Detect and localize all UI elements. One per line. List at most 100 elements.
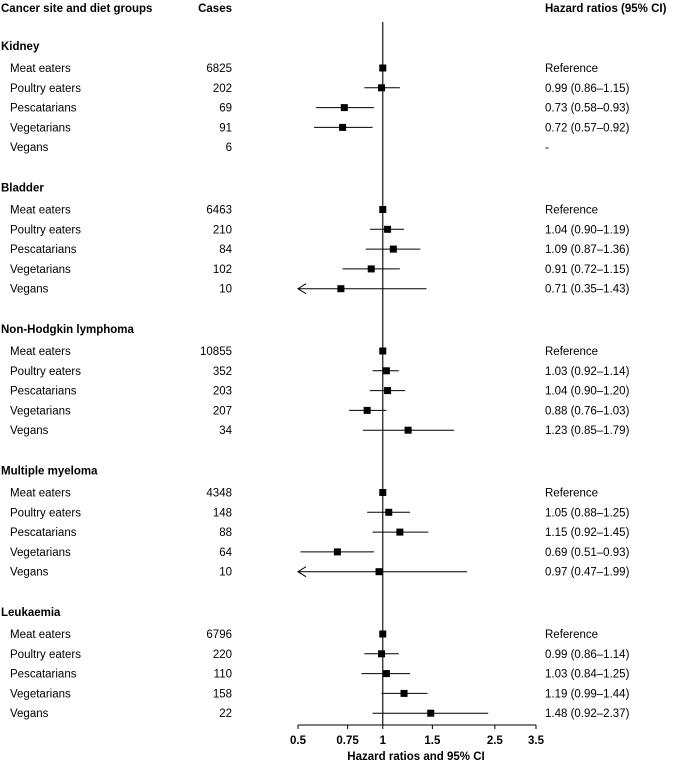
row-hr-text: 1.04 (0.90–1.19)	[545, 224, 630, 236]
row-label: Vegans	[10, 284, 49, 296]
row-cases: 4348	[206, 488, 232, 500]
hr-point	[367, 265, 375, 273]
row-label: Poultry eaters	[10, 224, 81, 236]
row-hr-text: Reference	[545, 205, 598, 217]
row-label: Vegetarians	[10, 264, 71, 276]
x-tick-label: 0.75	[336, 735, 359, 747]
group-title: Non-Hodgkin lymphoma	[1, 324, 134, 336]
x-tick-label: 0.5	[290, 735, 307, 747]
row-hr-text: -	[545, 142, 549, 154]
row-cases: 64	[219, 547, 232, 559]
row-cases: 6463	[206, 205, 232, 217]
row-label: Poultry eaters	[10, 83, 81, 95]
row-hr-text: 1.03 (0.84–1.25)	[545, 669, 630, 681]
row-label: Poultry eaters	[10, 366, 81, 378]
hr-point	[378, 84, 386, 92]
row-label: Pescatarians	[10, 527, 77, 539]
row-label: Vegetarians	[10, 688, 71, 700]
row-label: Pescatarians	[10, 386, 77, 398]
hr-point	[333, 548, 341, 556]
row-hr-text: 1.48 (0.92–2.37)	[545, 708, 630, 720]
header-cases: Cases	[198, 3, 232, 15]
row-cases: 207	[213, 405, 232, 417]
row-cases: 202	[213, 83, 232, 95]
row-hr-text: 1.19 (0.99–1.44)	[545, 688, 630, 700]
hr-point	[382, 367, 390, 375]
group-title: Kidney	[1, 41, 40, 53]
row-label: Meat eaters	[10, 346, 71, 358]
row-hr-text: 0.71 (0.35–1.43)	[545, 284, 630, 296]
row-label: Poultry eaters	[10, 507, 81, 519]
row-hr-text: 0.73 (0.58–0.93)	[545, 103, 630, 115]
hr-point	[427, 709, 435, 717]
row-cases: 158	[213, 688, 232, 700]
row-label: Meat eaters	[10, 205, 71, 217]
row-label: Vegetarians	[10, 405, 71, 417]
row-label: Vegans	[10, 708, 49, 720]
x-tick-label: 1.5	[424, 735, 441, 747]
row-hr-text: 1.23 (0.85–1.79)	[545, 425, 630, 437]
row-hr-text: Reference	[545, 488, 598, 500]
row-label: Pescatarians	[10, 103, 77, 115]
row-hr-text: Reference	[545, 346, 598, 358]
row-cases: 210	[213, 224, 232, 236]
row-hr-text: 0.72 (0.57–0.92)	[545, 122, 630, 134]
hr-point	[339, 123, 347, 131]
hr-point	[340, 104, 348, 112]
row-cases: 102	[213, 264, 232, 276]
row-cases: 34	[219, 425, 232, 437]
forest-rows: Kidney Meat eaters 6825 Reference Poultry ea…	[1, 41, 630, 720]
header-hazard-ratios: Hazard ratios (95% CI)	[545, 3, 667, 15]
row-label: Vegetarians	[10, 122, 71, 134]
hr-point	[337, 285, 345, 293]
header-groups: Cancer site and diet groups	[1, 3, 152, 15]
row-label: Vegans	[10, 567, 49, 579]
hr-point	[400, 689, 408, 697]
row-cases: 6825	[206, 63, 232, 75]
row-label: Meat eaters	[10, 63, 71, 75]
hr-point	[384, 225, 392, 233]
row-cases: 6796	[206, 629, 232, 641]
row-hr-text: 0.99 (0.86–1.14)	[545, 649, 630, 661]
x-axis-label: Hazard ratios and 95% CI	[347, 751, 484, 763]
row-label: Pescatarians	[10, 244, 77, 256]
row-cases: 84	[219, 244, 232, 256]
row-cases: 220	[213, 649, 232, 661]
row-hr-text: 0.97 (0.47–1.99)	[545, 567, 630, 579]
row-hr-text: 0.69 (0.51–0.93)	[545, 547, 630, 559]
row-cases: 88	[219, 527, 232, 539]
row-cases: 110	[214, 669, 232, 681]
row-label: Vegans	[10, 425, 49, 437]
hr-point	[375, 568, 383, 576]
row-cases: 69	[219, 103, 232, 115]
row-cases: 6	[226, 142, 232, 154]
row-hr-text: 1.09 (0.87–1.36)	[545, 244, 630, 256]
row-label: Vegans	[10, 142, 49, 154]
row-cases: 10855	[200, 346, 232, 358]
row-hr-text: 0.88 (0.76–1.03)	[545, 405, 630, 417]
x-tick-label: 1	[380, 735, 387, 747]
row-hr-text: Reference	[545, 629, 598, 641]
row-hr-text: 1.04 (0.90–1.20)	[545, 386, 630, 398]
hr-point	[363, 406, 371, 414]
hr-point	[385, 508, 393, 516]
hr-point	[378, 650, 386, 658]
group-title: Multiple myeloma	[1, 466, 98, 478]
x-tick-label: 3.5	[528, 735, 545, 747]
hr-point	[389, 245, 397, 253]
row-cases: 203	[213, 386, 232, 398]
row-cases: 10	[219, 567, 232, 579]
ci-arrow	[297, 566, 307, 578]
row-cases: 352	[213, 366, 232, 378]
row-hr-text: 0.99 (0.86–1.15)	[545, 83, 630, 95]
hr-point	[404, 426, 412, 434]
row-label: Vegetarians	[10, 547, 71, 559]
row-hr-text: 1.15 (0.92–1.45)	[545, 527, 630, 539]
row-hr-text: 1.03 (0.92–1.14)	[545, 366, 630, 378]
group-title: Bladder	[1, 183, 44, 195]
group-title: Leukaemia	[1, 607, 61, 619]
row-cases: 10	[219, 284, 232, 296]
row-cases: 91	[219, 122, 232, 134]
row-hr-text: Reference	[545, 63, 598, 75]
row-label: Pescatarians	[10, 669, 77, 681]
